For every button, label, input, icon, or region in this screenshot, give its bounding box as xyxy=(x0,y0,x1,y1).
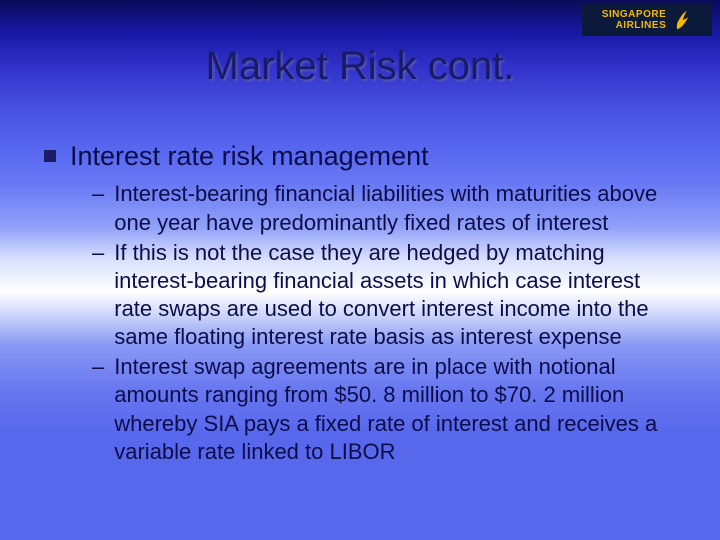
logo-text: SINGAPORE AIRLINES xyxy=(602,9,667,31)
square-bullet-icon xyxy=(44,150,56,162)
sublist: – Interest-bearing financial liabilities… xyxy=(92,180,676,466)
level1-heading: Interest rate risk management xyxy=(70,140,429,172)
bird-icon xyxy=(672,9,692,31)
level2-text: Interest-bearing financial liabilities w… xyxy=(114,180,676,236)
level2-text: Interest swap agreements are in place wi… xyxy=(114,353,676,466)
airline-logo: SINGAPORE AIRLINES xyxy=(582,4,712,36)
dash-icon: – xyxy=(92,180,104,208)
dash-icon: – xyxy=(92,353,104,381)
dash-icon: – xyxy=(92,239,104,267)
logo-line1: SINGAPORE xyxy=(602,9,667,20)
bullet-level2: – If this is not the case they are hedge… xyxy=(92,239,676,352)
slide: SINGAPORE AIRLINES Market Risk cont. Int… xyxy=(0,0,720,540)
slide-content: Interest rate risk management – Interest… xyxy=(44,140,676,468)
bullet-level2: – Interest swap agreements are in place … xyxy=(92,353,676,466)
slide-title: Market Risk cont. xyxy=(0,44,720,89)
bullet-level1: Interest rate risk management xyxy=(44,140,676,172)
level2-text: If this is not the case they are hedged … xyxy=(114,239,676,352)
bullet-level2: – Interest-bearing financial liabilities… xyxy=(92,180,676,236)
logo-line2: AIRLINES xyxy=(602,20,667,31)
